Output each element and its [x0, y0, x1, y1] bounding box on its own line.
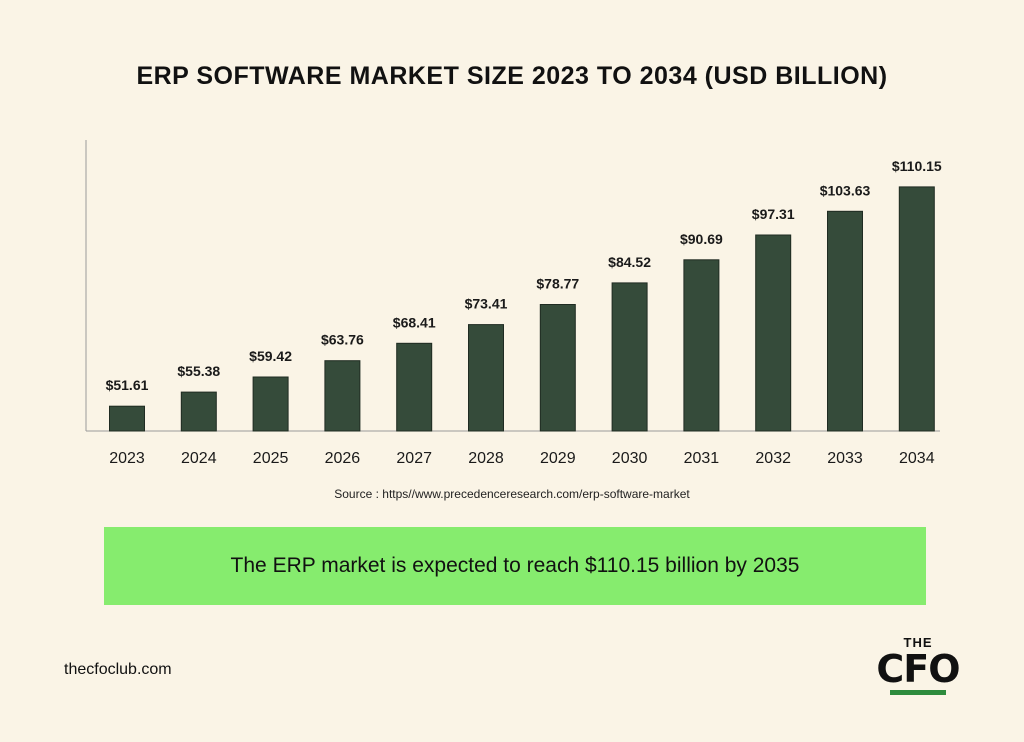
source-note: Source : https//www.precedenceresearch.c…	[334, 487, 690, 501]
x-tick-label-2025: 2025	[253, 450, 289, 467]
bar-2030	[611, 282, 648, 432]
bar-2032	[755, 234, 792, 432]
bar-2025	[252, 376, 289, 432]
x-tick-label-2027: 2027	[396, 450, 432, 467]
data-label-2026: $63.76	[321, 332, 364, 348]
x-tick-label-2033: 2033	[827, 450, 863, 467]
data-label-2027: $68.41	[393, 314, 436, 330]
cfo-logo: THE CFO	[872, 636, 964, 700]
site-url: thecfoclub.com	[64, 661, 172, 678]
x-tick-label-2030: 2030	[612, 450, 648, 467]
bar-chart: $51.61 2023 $55.38 2024 $59.42 2025 $63.76 2026…	[85, 140, 942, 467]
bar-2026	[324, 360, 361, 432]
data-label-2030: $84.52	[608, 254, 651, 270]
data-label-2024: $55.38	[177, 363, 220, 379]
data-label-2025: $59.42	[249, 348, 292, 364]
x-tick-label-2032: 2032	[755, 450, 791, 467]
x-tick-label-2028: 2028	[468, 450, 504, 467]
bars-group: $51.61 2023 $55.38 2024 $59.42 2025 $63.76 2026…	[106, 158, 942, 467]
x-tick-label-2034: 2034	[899, 450, 935, 467]
data-label-2028: $73.41	[465, 296, 508, 312]
data-label-2032: $97.31	[752, 206, 795, 222]
chart-title: ERP SOFTWARE MARKET SIZE 2023 TO 2034 (U…	[136, 62, 888, 90]
banner-text: The ERP market is expected to reach $110…	[230, 554, 800, 577]
x-tick-label-2026: 2026	[325, 450, 361, 467]
bar-2034	[898, 186, 935, 432]
data-label-2034: $110.15	[892, 158, 942, 174]
bar-2027	[396, 342, 433, 432]
bar-2031	[683, 259, 720, 432]
x-tick-label-2023: 2023	[109, 450, 145, 467]
logo-the-text: THE	[903, 635, 933, 650]
logo-cfo-text: CFO	[876, 647, 960, 691]
data-label-2031: $90.69	[680, 231, 723, 247]
bar-2028	[468, 324, 504, 432]
data-label-2023: $51.61	[106, 377, 149, 393]
bar-2029	[539, 304, 576, 432]
data-label-2033: $103.63	[820, 182, 871, 198]
logo-underline	[890, 690, 946, 695]
x-tick-label-2024: 2024	[181, 450, 217, 467]
bar-2033	[827, 210, 863, 432]
bar-2023	[109, 405, 145, 432]
x-tick-label-2031: 2031	[684, 450, 720, 467]
x-tick-label-2029: 2029	[540, 450, 576, 467]
bar-2024	[180, 391, 217, 432]
data-label-2029: $78.77	[536, 276, 579, 292]
summary-banner: The ERP market is expected to reach $110…	[104, 527, 926, 605]
